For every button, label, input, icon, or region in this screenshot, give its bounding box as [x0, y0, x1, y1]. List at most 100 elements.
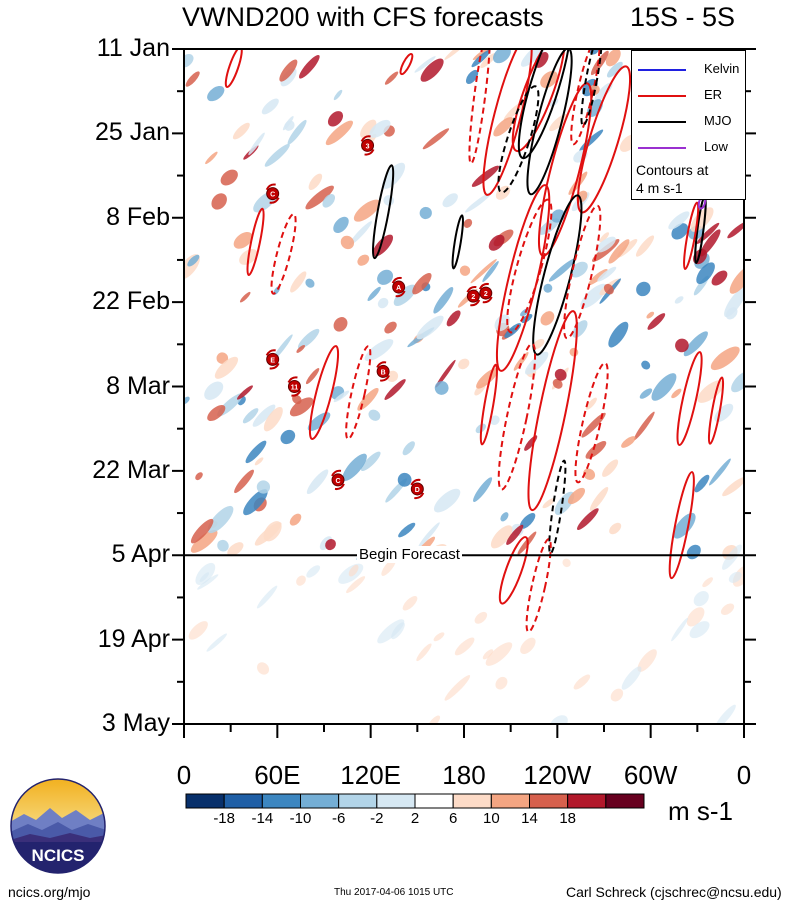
field-anomaly-blob — [581, 412, 606, 438]
field-anomaly-blob — [207, 405, 226, 422]
field-anomaly-blob — [279, 59, 298, 82]
field-anomaly-blob — [476, 368, 499, 389]
field-anomaly-blob — [398, 522, 416, 538]
colorbar-swatch — [605, 793, 645, 809]
field-anomaly-blob — [606, 61, 623, 78]
field-anomaly-blob — [306, 469, 329, 495]
field-anomaly-blob — [702, 577, 713, 588]
field-anomaly-blob — [495, 676, 508, 690]
field-anomaly-blob — [256, 585, 278, 609]
storm-arm — [482, 296, 493, 304]
contour-note-line2: 4 m s-1 — [636, 180, 683, 196]
storm-marker: C — [331, 469, 345, 491]
colorbar-swatch — [414, 793, 454, 809]
contour-er — [224, 49, 243, 89]
field-anomaly-blob — [596, 236, 616, 253]
field-anomaly-blob — [290, 271, 307, 293]
field-anomaly-blob — [384, 321, 397, 334]
field-anomaly-blob — [435, 359, 456, 388]
field-anomaly-blob — [357, 254, 370, 266]
storm-marker: 2 — [478, 282, 493, 304]
y-tick-label: 8 Mar — [106, 371, 170, 400]
field-anomaly-blob — [580, 283, 607, 309]
field-anomaly-blob — [465, 69, 479, 85]
contour-mjo — [497, 85, 540, 194]
contour-er — [527, 310, 578, 512]
field-anomaly-blob — [585, 397, 597, 410]
field-anomaly-blob — [605, 49, 621, 67]
field-anomaly-blob — [454, 637, 475, 656]
field-anomaly-blob — [227, 542, 244, 557]
field-anomaly-blob — [402, 595, 418, 611]
field-anomaly-blob — [245, 440, 267, 464]
field-anomaly-blob — [325, 120, 354, 146]
field-anomaly-blob — [519, 513, 536, 530]
field-anomaly-blob — [573, 674, 591, 690]
contour-er — [246, 207, 265, 277]
field-anomaly-blob — [585, 441, 607, 459]
field-anomaly-blob — [190, 529, 218, 553]
storm-arm — [470, 299, 481, 307]
field-anomaly-blob — [360, 451, 381, 471]
ncics-logo: NCICS — [10, 778, 106, 874]
storm-symbol — [331, 473, 345, 487]
field-anomaly-blob — [280, 429, 296, 445]
y-tick-label: 22 Mar — [92, 455, 170, 484]
field-anomaly-blob — [377, 269, 394, 285]
axes — [172, 48, 756, 738]
field-anomaly-blob — [418, 522, 440, 548]
legend-item-low: Low — [638, 139, 742, 157]
field-anomaly-blob — [675, 338, 689, 353]
field-anomaly-blob — [520, 49, 548, 67]
contour-mjo — [548, 459, 567, 555]
contour-er — [270, 213, 297, 295]
storm-marker: D — [410, 478, 425, 500]
y-tick-label: 19 Apr — [97, 624, 170, 653]
field-anomaly-blob — [696, 262, 715, 285]
field-anomaly-blob — [367, 286, 381, 302]
colorbar-label: -6 — [331, 810, 346, 827]
anomaly-field — [184, 49, 744, 724]
field-anomaly-blob — [416, 315, 444, 340]
field-anomaly-blob — [543, 283, 553, 293]
field-anomaly-blob — [459, 265, 471, 276]
storm-label: 3 — [366, 143, 370, 150]
colorbar-swatch — [300, 793, 340, 809]
x-tick-label: 0 — [176, 760, 192, 790]
contour-er — [482, 49, 533, 196]
storm-symbol — [287, 380, 301, 393]
storm-arm — [364, 148, 375, 156]
field-anomaly-blob — [490, 525, 513, 549]
field-anomaly-blob — [216, 352, 229, 364]
footer-website[interactable]: ncics.org/mjo — [8, 884, 91, 900]
field-anomaly-blob — [471, 165, 500, 187]
field-anomaly-blob — [538, 218, 560, 235]
field-anomaly-blob — [264, 143, 290, 167]
field-anomaly-blob — [217, 539, 229, 552]
field-anomaly-blob — [333, 216, 349, 234]
storm-marker: B — [376, 361, 391, 382]
colorbar-label: -18 — [213, 810, 235, 827]
field-anomaly-blob — [693, 591, 709, 607]
storm-arm — [265, 183, 276, 191]
field-anomaly-blob — [333, 317, 348, 332]
legend-item-kelvin: Kelvin — [638, 61, 742, 79]
colorbar-label: 6 — [448, 810, 458, 827]
field-anomaly-blob — [349, 221, 372, 246]
contour-er — [511, 49, 566, 153]
field-anomaly-blob — [384, 71, 399, 85]
field-anomaly-blob — [386, 370, 399, 382]
field-anomaly-blob — [256, 480, 271, 494]
field-anomaly-blob — [633, 411, 655, 441]
field-anomaly-blob — [393, 284, 417, 306]
field-anomaly-blob — [692, 248, 707, 265]
contour-er — [563, 204, 602, 340]
storm-marker: A — [391, 276, 406, 298]
field-anomaly-blob — [731, 371, 744, 393]
field-anomaly-blob — [197, 574, 219, 590]
field-anomaly-blob — [542, 498, 556, 509]
field-anomaly-blob — [284, 120, 295, 131]
field-anomaly-blob — [583, 468, 596, 480]
contour-mjo — [451, 214, 464, 270]
field-anomaly-blob — [297, 328, 320, 349]
